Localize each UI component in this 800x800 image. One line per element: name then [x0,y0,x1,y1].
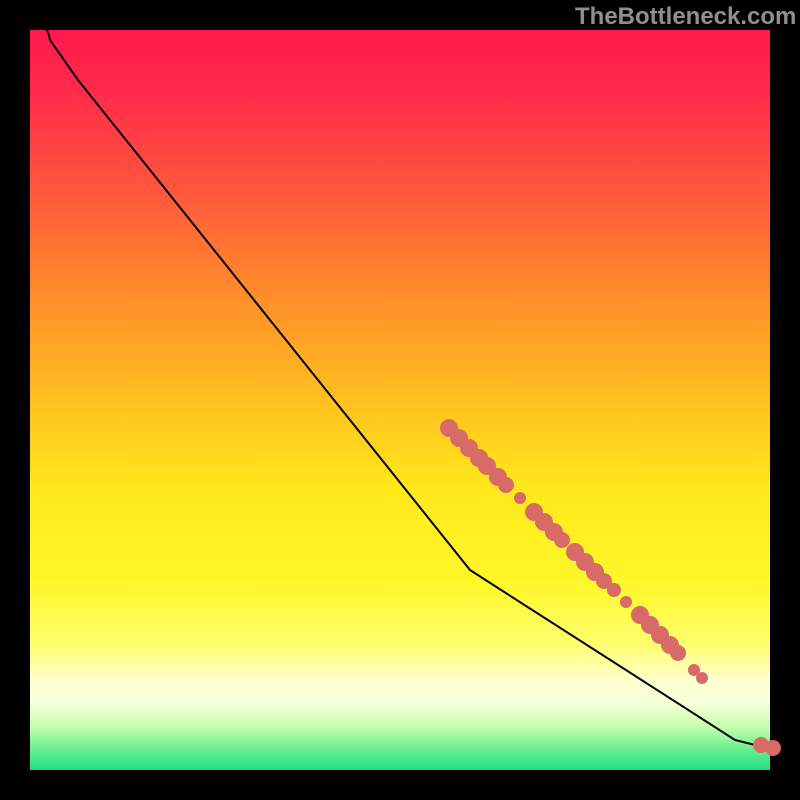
plot-background [30,30,770,770]
scatter-point [607,583,621,597]
scatter-point [620,596,632,608]
scatter-point [670,645,686,661]
scatter-point [765,740,781,756]
scatter-point [498,477,514,493]
scatter-point [514,492,526,504]
chart-svg [0,0,800,800]
scatter-point [696,672,708,684]
scatter-point [554,532,570,548]
